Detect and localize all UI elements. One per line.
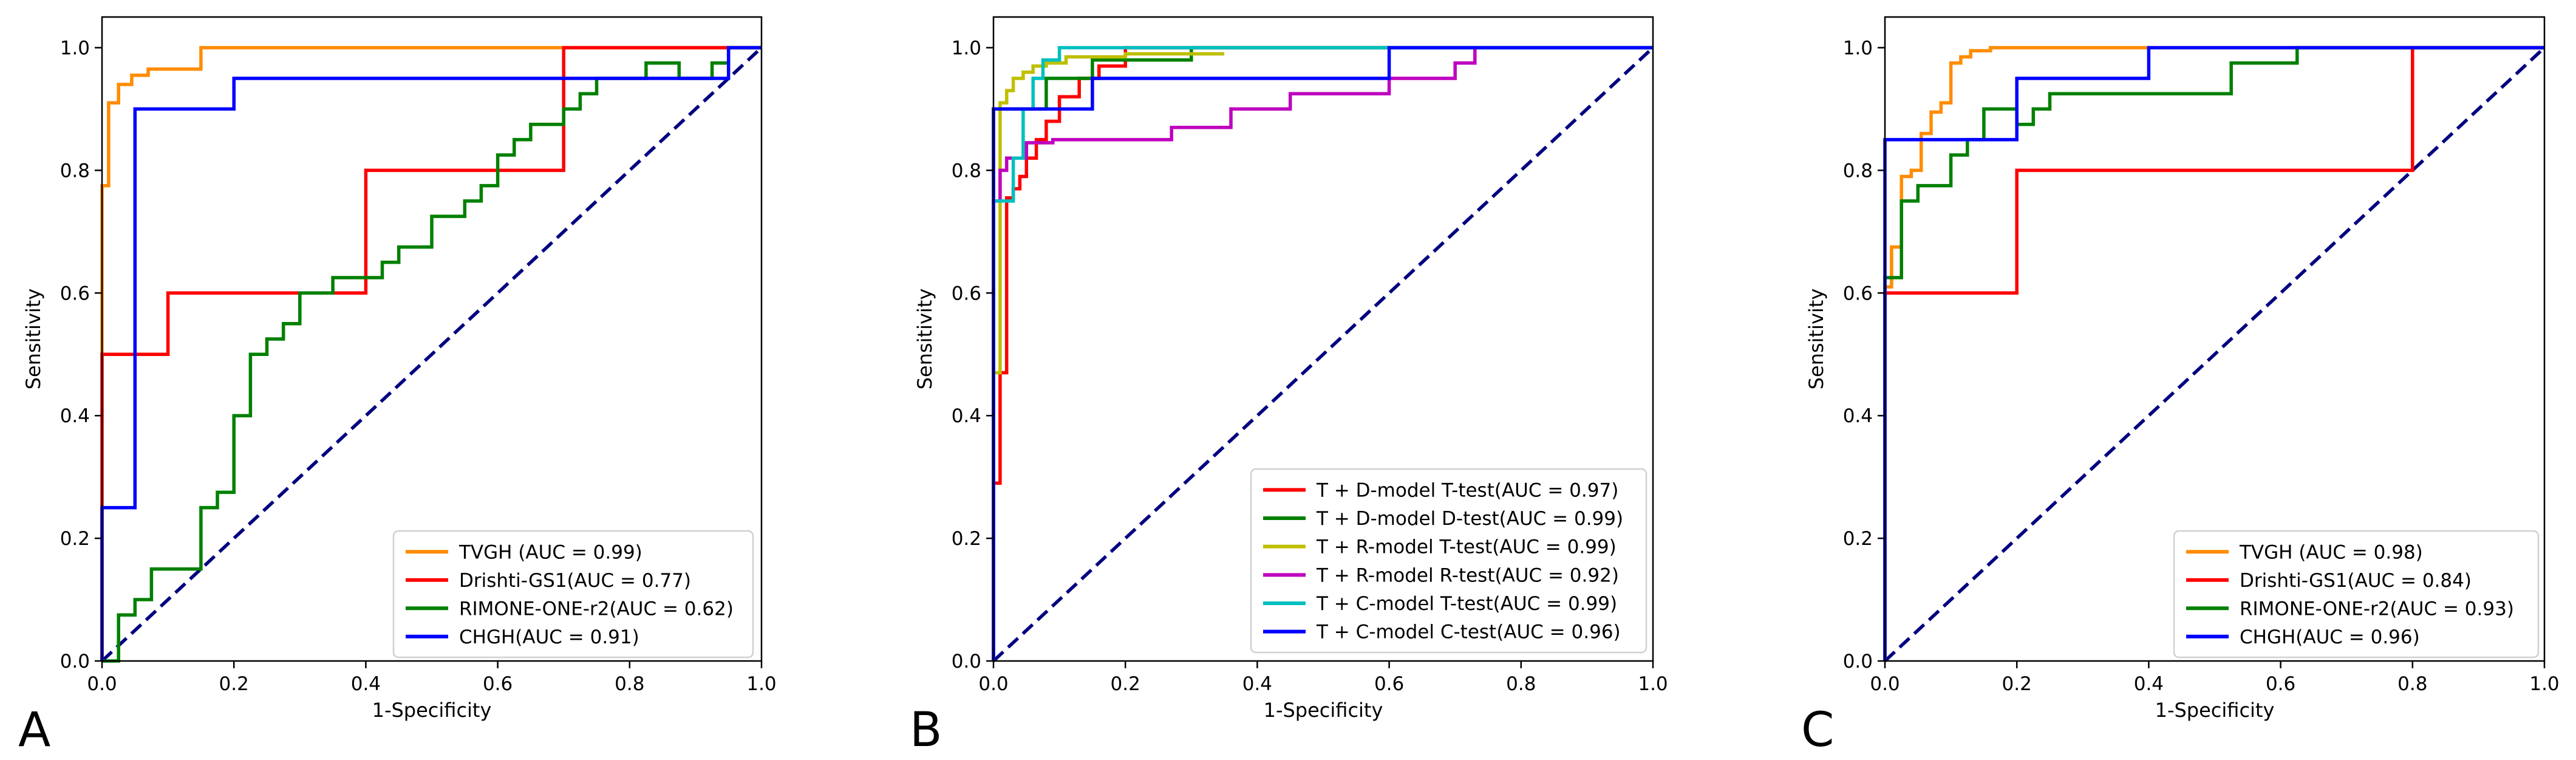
y-tick-label: 0.8	[1843, 160, 1873, 182]
legend-box	[392, 530, 754, 659]
y-tick-label: 0.6	[60, 282, 90, 304]
x-tick-label: 0.8	[615, 673, 644, 695]
x-tick-label: 0.8	[1506, 673, 1536, 695]
y-tick-label: 1.0	[952, 37, 981, 59]
y-tick-label: 1.0	[60, 37, 90, 59]
roc-curve-series	[100, 46, 762, 661]
chance-diagonal-line	[992, 46, 1654, 663]
y-tick-label: 0.8	[952, 160, 981, 182]
y-tick-label: 0.0	[952, 651, 981, 673]
y-tick-label: 0.0	[60, 651, 90, 673]
legend-entry: T + C-model C-test(AUC = 0.96)	[1316, 621, 1621, 643]
y-tick-label: 0.2	[952, 528, 981, 550]
y-axis-label: Sensitivity	[22, 289, 45, 390]
x-tick-label: 1.0	[1638, 673, 1668, 695]
legend: TVGH (AUC = 0.99) Drishti-GS1(AUC = 0.77)…	[392, 530, 754, 659]
x-tick-label: 0.4	[351, 673, 381, 695]
y-tick-label: 0.4	[60, 405, 90, 427]
roc-curve-series	[992, 47, 1477, 661]
roc-curve-series	[100, 46, 762, 661]
x-axis-label: 1-Specificity	[2155, 699, 2275, 722]
legend-entry: Drishti-GS1(AUC = 0.77)	[459, 570, 691, 592]
legend-entry: T + C-model T-test(AUC = 0.99)	[1316, 593, 1617, 615]
x-tick-label: 0.0	[87, 673, 117, 695]
chance-diagonal-line	[1884, 46, 2546, 663]
x-tick-label: 0.2	[219, 673, 249, 695]
panel-letter: B	[910, 703, 942, 758]
chance-diagonal-line	[101, 46, 763, 663]
y-tick-label: 0.6	[1843, 282, 1873, 304]
legend-box	[2173, 530, 2540, 659]
y-tick-label: 1.0	[1843, 37, 1873, 59]
legend-entry: T + R-model T-test(AUC = 0.99)	[1316, 536, 1617, 558]
x-tick-label: 0.0	[978, 673, 1008, 695]
y-tick-label: 0.6	[952, 282, 981, 304]
legend: T + D-model T-test(AUC = 0.97) T + D-mode…	[1250, 468, 1647, 654]
legend-entry: T + R-model R-test(AUC = 0.92)	[1316, 564, 1619, 586]
x-axis-label: 1-Specificity	[372, 699, 492, 722]
legend: TVGH (AUC = 0.98) Drishti-GS1(AUC = 0.84)…	[2173, 530, 2540, 659]
y-axis-label: Sensitivity	[1805, 289, 1828, 390]
roc-panel: 0.0 0.2 0.4 0.6 0.8 1.0 0.0 0.2 0.4 0.6 0.8 1.0 1-Sp…	[1801, 16, 2560, 758]
x-tick-label: 0.2	[1111, 673, 1140, 695]
y-tick-label: 0.8	[60, 160, 90, 182]
roc-panel: 0.0 0.2 0.4 0.6 0.8 1.0 0.0 0.2 0.4 0.6 0.8 1.0 1-Sp…	[910, 16, 1668, 758]
x-axis-label: 1-Specificity	[1264, 699, 1383, 722]
x-tick-label: 0.0	[1870, 673, 1900, 695]
legend-entry: Drishti-GS1(AUC = 0.84)	[2240, 570, 2472, 592]
x-tick-label: 0.8	[2397, 673, 2427, 695]
x-tick-label: 0.4	[2134, 673, 2164, 695]
y-tick-label: 0.4	[952, 405, 981, 427]
legend-box	[1250, 468, 1647, 654]
legend-entry: CHGH(AUC = 0.96)	[2240, 626, 2420, 648]
legend-entry: CHGH(AUC = 0.91)	[459, 626, 639, 648]
legend-entry: RIMONE-ONE-r2(AUC = 0.62)	[459, 598, 734, 620]
legend-entry: TVGH (AUC = 0.99)	[458, 541, 642, 563]
y-tick-label: 0.4	[1843, 405, 1873, 427]
y-axis-label: Sensitivity	[913, 289, 936, 390]
plot-frame	[992, 16, 1654, 662]
legend-entry: TVGH (AUC = 0.98)	[2239, 541, 2423, 563]
x-tick-label: 0.6	[483, 673, 513, 695]
roc-curve-series	[992, 52, 1225, 661]
y-tick-label: 0.2	[60, 528, 90, 550]
y-tick-label: 0.2	[1843, 528, 1873, 550]
y-tick-label: 0.0	[1843, 651, 1873, 673]
roc-curve-series	[1883, 46, 2544, 661]
x-tick-label: 0.2	[2002, 673, 2032, 695]
legend-entry: T + D-model D-test(AUC = 0.99)	[1316, 508, 1623, 530]
plot-frame	[101, 16, 763, 662]
panel-letter: A	[18, 703, 50, 758]
roc-panel: 0.0 0.2 0.4 0.6 0.8 1.0 0.0 0.2 0.4 0.6 0.8 1.0 1-Sp…	[18, 16, 777, 758]
panel-letter: C	[1801, 703, 1834, 758]
x-tick-label: 0.6	[1374, 673, 1404, 695]
legend-entry: RIMONE-ONE-r2(AUC = 0.93)	[2240, 598, 2514, 620]
legend-entry: T + D-model T-test(AUC = 0.97)	[1316, 479, 1618, 501]
x-tick-label: 1.0	[746, 673, 776, 695]
x-tick-label: 0.6	[2266, 673, 2295, 695]
x-tick-label: 0.4	[1242, 673, 1272, 695]
plot-frame	[1884, 16, 2546, 662]
x-tick-label: 1.0	[2529, 673, 2559, 695]
roc-curve-series	[100, 46, 762, 661]
roc-curve-series	[1883, 46, 2544, 661]
